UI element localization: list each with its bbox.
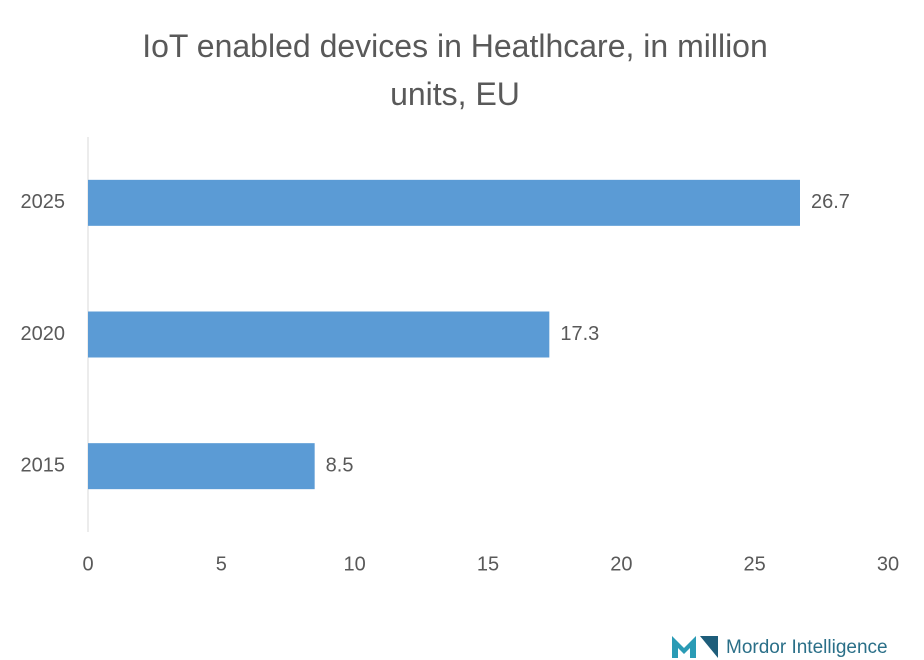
chart-title: IoT enabled devices in Heatlhcare, in mi… — [142, 28, 768, 112]
x-tick-label: 0 — [82, 553, 93, 575]
x-tick-label: 20 — [610, 553, 632, 575]
x-tick-label: 10 — [344, 553, 366, 575]
bar — [88, 311, 550, 358]
y-tick-label: 2015 — [21, 454, 66, 476]
logo-mark-2 — [700, 636, 718, 658]
logo: Mordor Intelligence — [672, 636, 888, 658]
x-tick-label: 25 — [744, 553, 766, 575]
data-label: 26.7 — [811, 191, 850, 213]
x-tick-label: 15 — [477, 553, 499, 575]
x-tick-label: 30 — [877, 553, 899, 575]
bar — [88, 179, 800, 226]
data-label: 17.3 — [560, 323, 599, 345]
x-tick-label: 5 — [216, 553, 227, 575]
y-tick-label: 2025 — [21, 191, 66, 213]
data-label: 8.5 — [326, 454, 354, 476]
bar — [88, 443, 315, 490]
y-tick-label: 2020 — [21, 323, 66, 345]
logo-mark — [672, 636, 696, 658]
watermark: Mordor Intelligence — [726, 637, 888, 658]
